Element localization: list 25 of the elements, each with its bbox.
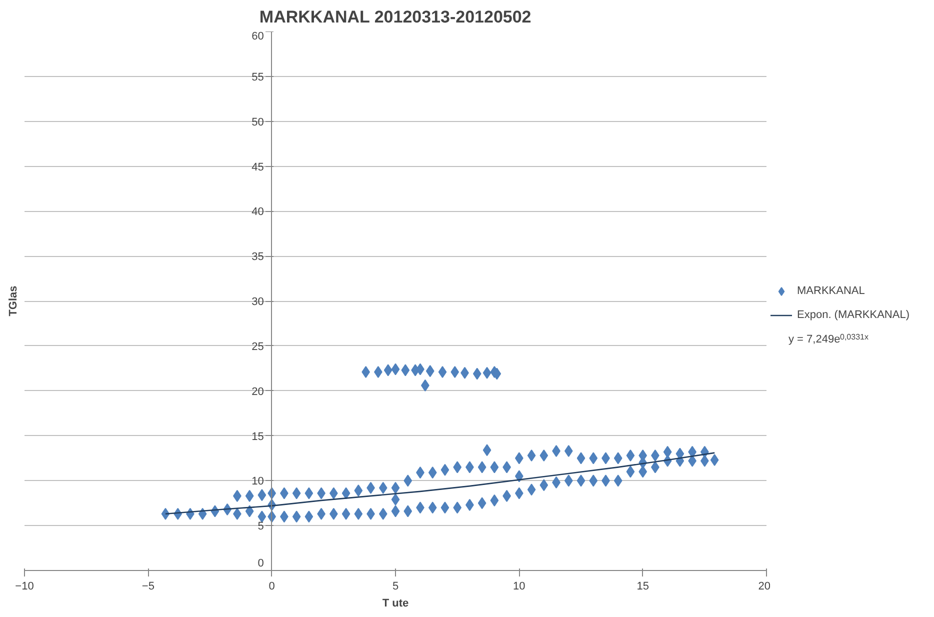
- y-tick-label: 30: [252, 296, 264, 308]
- y-tick-label: 50: [252, 116, 264, 128]
- y-tick-label: 15: [252, 430, 264, 443]
- legend-label: MARKKANAL: [797, 285, 865, 297]
- x-tick-label: −10: [15, 580, 34, 592]
- y-tick-label: 10: [252, 476, 264, 488]
- y-tick-label: 35: [252, 251, 264, 264]
- x-tick-label: 20: [758, 580, 771, 592]
- x-tick-label: 0: [268, 580, 275, 592]
- y-tick-label: 20: [252, 386, 264, 398]
- y-tick-label: 45: [252, 161, 264, 174]
- x-axis-title: T ute: [382, 598, 409, 610]
- legend-label: Expon. (MARKKANAL): [797, 309, 910, 321]
- y-tick-label: 60: [252, 30, 264, 42]
- y-axis-title: TGlas: [8, 286, 20, 316]
- y-tick-label: 5: [258, 520, 264, 533]
- x-tick-label: 15: [636, 580, 649, 592]
- y-tick-label: 25: [252, 340, 264, 353]
- x-tick-label: −5: [142, 580, 154, 592]
- y-tick-label: 40: [252, 206, 264, 218]
- y-tick-label: 0: [258, 558, 264, 570]
- x-tick-label: 10: [513, 580, 526, 592]
- chart-title: MARKKANAL 20120313-20120502: [259, 8, 532, 26]
- x-tick-label: 5: [392, 580, 399, 592]
- y-tick-label: 55: [252, 71, 264, 84]
